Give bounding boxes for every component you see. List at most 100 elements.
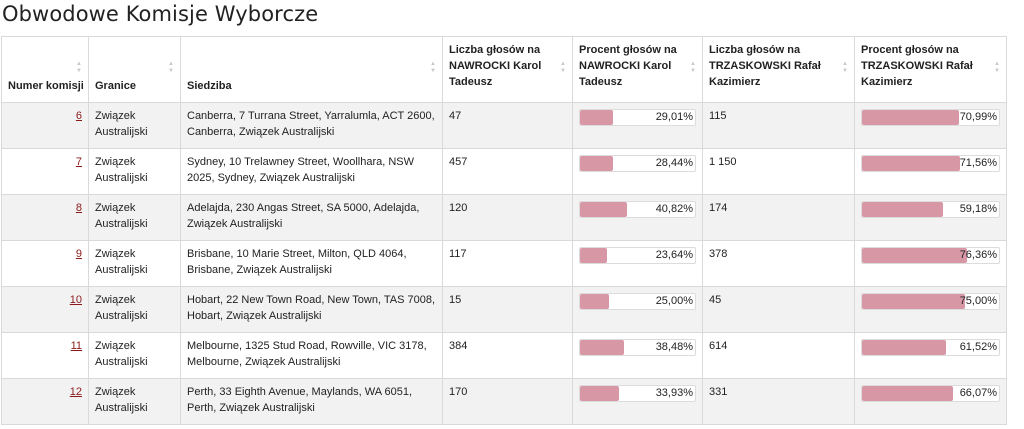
percent-value: 33,93% xyxy=(655,387,693,399)
cell-trzaskowski-votes: 1 150 xyxy=(702,148,855,195)
percent-bar-fill xyxy=(580,248,608,263)
cell-granice: Związek Australijski xyxy=(88,240,181,287)
commission-link[interactable]: 10 xyxy=(69,294,82,306)
column-header-nawrocki-votes[interactable]: Liczba głosów na NAWROCKI Karol Tadeusz ▲… xyxy=(442,36,573,103)
percent-value: 23,64% xyxy=(655,249,693,261)
column-header-label: Granice xyxy=(95,80,136,92)
cell-nawrocki-votes: 47 xyxy=(442,102,573,149)
sort-icon[interactable]: ▲ ▼ xyxy=(842,61,848,74)
column-header-nawrocki-pct[interactable]: Procent głosów na NAWROCKI Karol Tadeusz… xyxy=(572,36,703,103)
commission-link[interactable]: 7 xyxy=(75,156,82,168)
cell-commission-number: 9 xyxy=(1,240,89,287)
percent-value: 66,07% xyxy=(959,387,997,399)
sort-icon[interactable]: ▲ ▼ xyxy=(994,61,1000,74)
cell-nawrocki-pct: 33,93% xyxy=(572,378,703,425)
cell-nawrocki-pct: 25,00% xyxy=(572,286,703,333)
cell-siedziba: Perth, 33 Eighth Avenue, Maylands, WA 60… xyxy=(180,378,443,425)
cell-nawrocki-pct: 40,82% xyxy=(572,194,703,241)
column-header-granice[interactable]: Granice ▲ ▼ xyxy=(88,36,181,103)
cell-trzaskowski-votes: 331 xyxy=(702,378,855,425)
cell-trzaskowski-votes: 115 xyxy=(702,102,855,149)
cell-siedziba: Melbourne, 1325 Stud Road, Rowville, VIC… xyxy=(180,332,443,379)
cell-trzaskowski-votes: 45 xyxy=(702,286,855,333)
column-header-label: Numer komisji xyxy=(8,80,84,92)
percent-value: 75,00% xyxy=(959,295,997,307)
percent-bar-fill xyxy=(580,386,620,401)
cell-siedziba: Sydney, 10 Trelawney Street, Woollhara, … xyxy=(180,148,443,195)
percent-bar: 38,48% xyxy=(579,339,696,356)
cell-granice: Związek Australijski xyxy=(88,332,181,379)
cell-nawrocki-pct: 28,44% xyxy=(572,148,703,195)
cell-siedziba: Hobart, 22 New Town Road, New Town, TAS … xyxy=(180,286,443,333)
cell-trzaskowski-votes: 614 xyxy=(702,332,855,379)
cell-nawrocki-votes: 120 xyxy=(442,194,573,241)
cell-granice: Związek Australijski xyxy=(88,102,181,149)
sort-icon[interactable]: ▲ ▼ xyxy=(76,61,82,74)
table-row: 6 Związek Australijski Canberra, 7 Turra… xyxy=(1,102,1007,149)
cell-granice: Związek Australijski xyxy=(88,286,181,333)
cell-commission-number: 12 xyxy=(1,378,89,425)
table-row: 7 Związek Australijski Sydney, 10 Trelaw… xyxy=(1,148,1007,195)
percent-value: 28,44% xyxy=(655,157,693,169)
sort-icon[interactable]: ▲ ▼ xyxy=(430,61,436,74)
percent-value: 71,56% xyxy=(959,157,997,169)
cell-granice: Związek Australijski xyxy=(88,148,181,195)
column-header-siedziba[interactable]: Siedziba ▲ ▼ xyxy=(180,36,443,103)
cell-trzaskowski-pct: 66,07% xyxy=(854,378,1007,425)
percent-bar-fill xyxy=(862,340,947,355)
sort-icon[interactable]: ▲ ▼ xyxy=(168,61,174,74)
cell-trzaskowski-pct: 61,52% xyxy=(854,332,1007,379)
percent-bar: 75,00% xyxy=(861,293,1000,310)
page-title: Obwodowe Komisje Wyborcze xyxy=(2,2,319,26)
cell-commission-number: 10 xyxy=(1,286,89,333)
cell-trzaskowski-votes: 174 xyxy=(702,194,855,241)
percent-bar-fill xyxy=(580,202,627,217)
cell-trzaskowski-pct: 70,99% xyxy=(854,102,1007,149)
percent-bar-fill xyxy=(580,156,613,171)
cell-nawrocki-pct: 23,64% xyxy=(572,240,703,287)
column-header-trzaskowski-votes[interactable]: Liczba głosów na TRZASKOWSKI Rafał Kazim… xyxy=(702,36,855,103)
cell-commission-number: 8 xyxy=(1,194,89,241)
column-header-label: Procent głosów na NAWROCKI Karol Tadeusz xyxy=(579,44,677,88)
percent-value: 76,36% xyxy=(959,249,997,261)
cell-siedziba: Canberra, 7 Turrana Street, Yarralumla, … xyxy=(180,102,443,149)
cell-trzaskowski-pct: 76,36% xyxy=(854,240,1007,287)
cell-nawrocki-votes: 15 xyxy=(442,286,573,333)
table-row: 9 Związek Australijski Brisbane, 10 Mari… xyxy=(1,240,1007,287)
percent-value: 29,01% xyxy=(655,111,693,123)
percent-value: 70,99% xyxy=(959,111,997,123)
column-header-numer[interactable]: Numer komisji ▲ ▼ xyxy=(1,36,89,103)
cell-nawrocki-pct: 38,48% xyxy=(572,332,703,379)
percent-bar-fill xyxy=(580,340,625,355)
percent-bar: 71,56% xyxy=(861,155,1000,172)
percent-bar-fill xyxy=(862,248,967,263)
percent-bar: 28,44% xyxy=(579,155,696,172)
cell-trzaskowski-pct: 71,56% xyxy=(854,148,1007,195)
cell-siedziba: Adelajda, 230 Angas Street, SA 5000, Ade… xyxy=(180,194,443,241)
percent-bar-fill xyxy=(862,294,965,309)
cell-nawrocki-votes: 170 xyxy=(442,378,573,425)
cell-siedziba: Brisbane, 10 Marie Street, Milton, QLD 4… xyxy=(180,240,443,287)
cell-nawrocki-votes: 457 xyxy=(442,148,573,195)
commission-link[interactable]: 8 xyxy=(75,202,82,214)
table-row: 8 Związek Australijski Adelajda, 230 Ang… xyxy=(1,194,1007,241)
commission-link[interactable]: 12 xyxy=(69,386,82,398)
table-row: 10 Związek Australijski Hobart, 22 New T… xyxy=(1,286,1007,333)
percent-bar-fill xyxy=(862,156,961,171)
percent-bar: 23,64% xyxy=(579,247,696,264)
percent-value: 38,48% xyxy=(655,341,693,353)
column-header-trzaskowski-pct[interactable]: Procent głosów na TRZASKOWSKI Rafał Kazi… xyxy=(854,36,1007,103)
sort-icon[interactable]: ▲ ▼ xyxy=(690,61,696,74)
percent-bar: 66,07% xyxy=(861,385,1000,402)
sort-icon[interactable]: ▲ ▼ xyxy=(560,61,566,74)
percent-bar: 40,82% xyxy=(579,201,696,218)
cell-trzaskowski-pct: 75,00% xyxy=(854,286,1007,333)
cell-trzaskowski-pct: 59,18% xyxy=(854,194,1007,241)
cell-nawrocki-votes: 117 xyxy=(442,240,573,287)
commission-link[interactable]: 9 xyxy=(75,248,82,260)
commission-link[interactable]: 11 xyxy=(70,340,82,352)
column-header-label: Procent głosów na TRZASKOWSKI Rafał Kazi… xyxy=(861,44,973,88)
cell-nawrocki-votes: 384 xyxy=(442,332,573,379)
table-row: 12 Związek Australijski Perth, 33 Eighth… xyxy=(1,378,1007,425)
commission-link[interactable]: 6 xyxy=(75,110,82,122)
